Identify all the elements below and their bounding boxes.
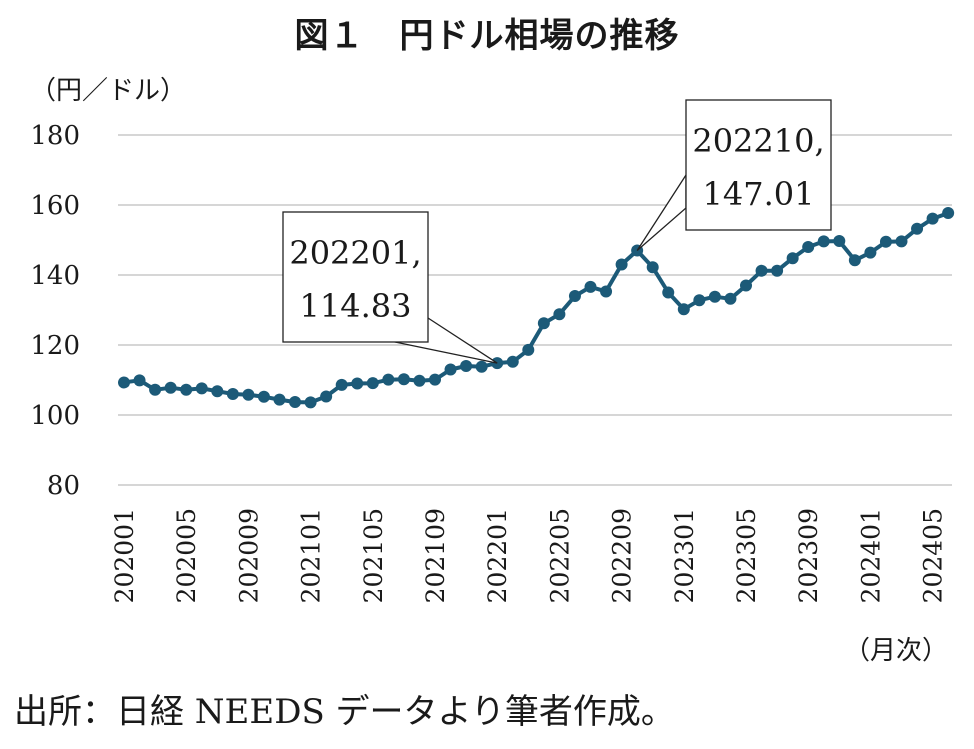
data-point [289,396,302,409]
x-tick-label: 202205 [545,508,574,603]
x-tick-label: 202001 [110,508,139,603]
data-point [397,373,410,386]
callout-pointer [636,172,687,251]
data-point [475,360,488,373]
data-point [786,252,799,265]
x-tick-label: 202401 [856,508,885,603]
x-tick-label: 202009 [234,508,263,603]
data-point [304,396,317,409]
data-point [802,241,815,253]
data-point [879,235,892,248]
callout-label-value: 147.01 [703,175,815,213]
y-tick-label: 180 [30,121,80,151]
x-tick-label: 202005 [172,508,201,603]
data-point [662,286,675,299]
callout-box [685,99,832,231]
y-axis-unit-label: （円／ドル） [30,76,187,106]
x-axis-unit-label: （月次） [843,636,948,666]
data-point [848,254,861,267]
data-point [771,264,784,277]
data-point [740,279,752,292]
x-tick-label: 202201 [483,508,512,603]
data-point [366,377,379,390]
data-point [164,381,177,394]
data-point [118,376,130,389]
data-point [942,207,955,220]
x-tick-label: 202301 [670,508,699,603]
data-point [257,390,270,403]
y-tick-label: 80 [47,471,80,501]
x-tick-label: 202209 [608,508,637,603]
y-tick-label: 140 [30,261,80,291]
x-tick-label: 202101 [297,508,326,603]
data-point [444,363,457,376]
y-tick-label: 100 [30,401,80,431]
data-point [755,264,768,277]
data-point [180,383,193,396]
data-point [926,212,939,225]
data-point [677,303,690,316]
data-point [864,246,877,259]
callout: 202201, 114.83 [282,211,498,364]
data-point [429,373,441,386]
x-tick-label: 202405 [919,508,948,603]
callout-box [282,211,429,343]
data-point [320,390,333,403]
data-point [817,235,830,248]
chart-title: 図１ 円ドル相場の推移 [294,16,680,56]
y-tick-label: 120 [30,331,80,361]
data-point [833,235,846,248]
callout-label-value: 114.83 [300,287,412,325]
data-point [351,377,364,390]
data-point [911,222,924,235]
data-point [460,360,473,372]
data-point [693,294,706,307]
data-point [522,343,535,356]
data-point [584,280,597,293]
x-tick-label: 202309 [794,508,823,603]
data-point [646,261,659,274]
data-point [242,388,255,401]
data-point [724,292,737,305]
callout: 202210, 147.01 [636,99,832,251]
data-point [149,383,162,396]
data-point [506,355,519,368]
x-tick-labels: 202001 202005 202009 202101 202105 202109 2022… [110,508,948,603]
y-tick-labels: 80 100 120 140 160 180 [30,121,80,501]
callout-label-period: 202210, [692,122,824,160]
x-tick-label: 202105 [359,508,388,603]
source-note: 出所：日経 NEEDS データより筆者作成。 [14,692,675,732]
data-point [568,290,581,302]
data-point [335,378,348,391]
series-points [118,207,955,409]
data-point [615,258,628,271]
callout-label-period: 202201, [289,234,421,272]
annotations: 202201, 114.83 202210, 147.01 [282,99,832,364]
x-tick-label: 202305 [732,508,761,603]
data-point [537,317,550,330]
data-point [273,393,286,406]
data-point [895,235,908,248]
data-point [133,374,146,387]
data-point [211,385,224,398]
data-point [600,285,613,298]
data-point [413,374,426,387]
y-tick-label: 160 [30,191,80,221]
data-point [553,308,566,321]
data-point [382,373,395,386]
data-point [195,382,208,395]
x-tick-label: 202109 [421,508,450,603]
data-point [708,290,721,303]
data-point [226,388,239,400]
